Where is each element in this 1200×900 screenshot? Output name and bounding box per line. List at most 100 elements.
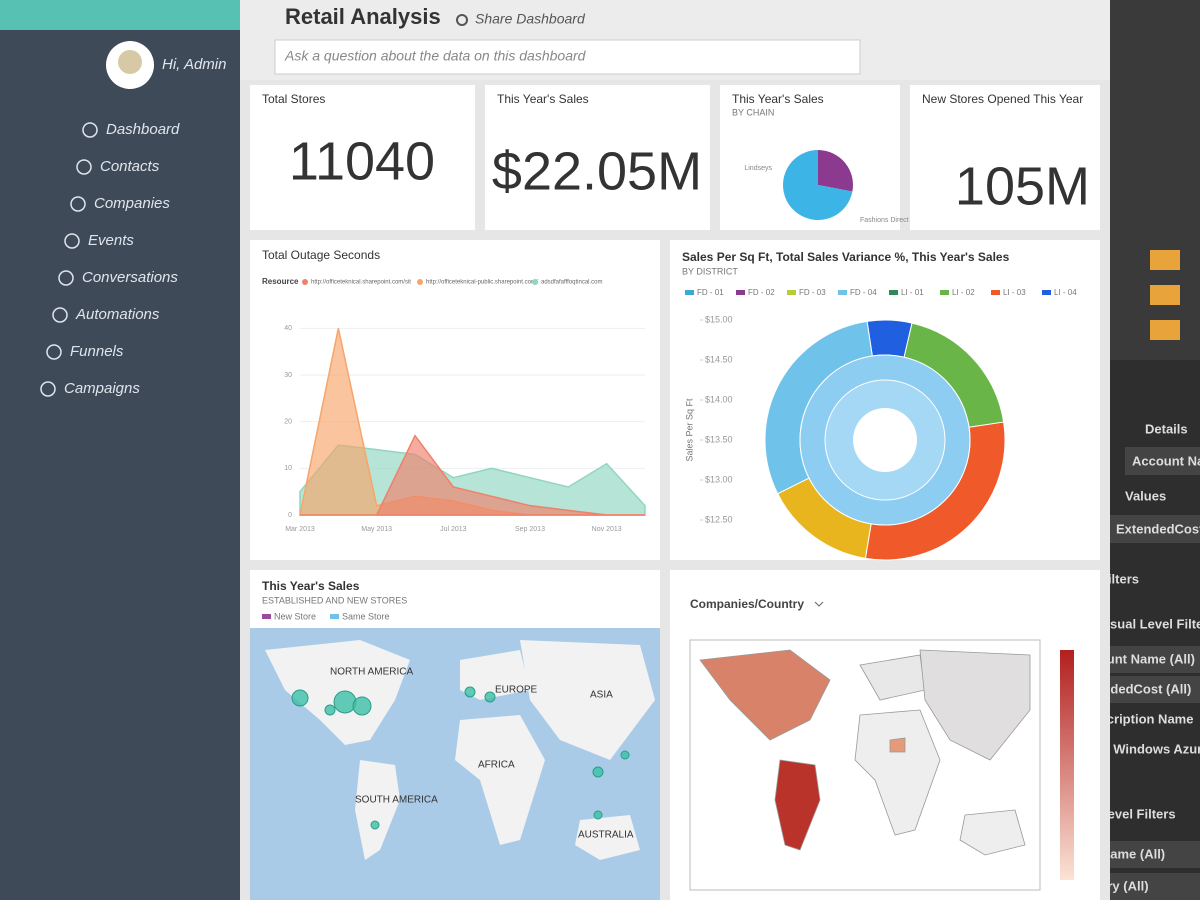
legend-swatch[interactable] (1042, 290, 1051, 295)
legend-dot[interactable] (302, 279, 308, 285)
x-tick-label: Mar 2013 (285, 526, 315, 533)
store-bubble[interactable] (592, 766, 604, 778)
map-label: AFRICA (478, 760, 515, 771)
color-scale (1060, 650, 1074, 880)
country (889, 737, 906, 753)
europe (460, 650, 530, 700)
store-bubble[interactable] (324, 704, 336, 716)
store-bubble[interactable] (291, 689, 309, 707)
legend-item[interactable]: LI - 03 (1003, 288, 1026, 297)
pie-label: Lindseys (744, 165, 772, 172)
field-dropdown[interactable]: Companies/Country (690, 597, 804, 611)
legend-swatch[interactable] (685, 290, 694, 295)
store-bubble[interactable] (464, 686, 476, 698)
legend-item[interactable]: FD - 04 (850, 288, 877, 297)
legend-swatch[interactable] (838, 290, 847, 295)
nav-icon[interactable] (70, 196, 86, 212)
legend-swatch[interactable] (736, 290, 745, 295)
store-bubble[interactable] (620, 750, 630, 760)
nav-icon[interactable] (40, 381, 56, 397)
field-name[interactable]: ExtendedCost (1116, 521, 1200, 536)
nav-item[interactable]: Contacts (100, 158, 160, 175)
legend-item[interactable]: http://officeteknical.sharepoint.com/sit (311, 280, 411, 286)
legend-swatch[interactable] (262, 614, 271, 619)
map-label: NORTH AMERICA (330, 667, 413, 678)
legend-item[interactable]: New Store (274, 611, 316, 621)
nav-item[interactable]: Companies (94, 195, 170, 212)
nav-item[interactable]: Funnels (70, 343, 124, 360)
store-bubble[interactable] (370, 820, 380, 830)
viz-icon[interactable] (1150, 320, 1180, 340)
filter-item[interactable]: Meter Category (All) (1025, 878, 1149, 893)
dashboard-title[interactable]: Retail Analysis (285, 4, 441, 29)
sidebar-top (0, 0, 240, 30)
nav-icon[interactable] (64, 233, 80, 249)
store-bubble[interactable] (333, 690, 357, 714)
store-bubble[interactable] (484, 691, 496, 703)
filter-card[interactable] (1070, 676, 1200, 703)
nav-item[interactable]: Automations (75, 306, 160, 323)
legend-item[interactable]: FD - 02 (748, 288, 775, 297)
legend-item[interactable]: FD - 03 (799, 288, 826, 297)
nav-item[interactable]: Campaigns (64, 380, 140, 397)
y-tick-label: 10 (284, 465, 292, 472)
user-name: Hi, Admin (162, 56, 226, 73)
legend-item[interactable]: FD - 01 (697, 288, 724, 297)
land (265, 640, 655, 860)
nav-icon[interactable] (46, 344, 62, 360)
legend-item[interactable]: LI - 01 (901, 288, 924, 297)
legend-swatch[interactable] (991, 290, 1000, 295)
legend-dot[interactable] (532, 279, 538, 285)
section-label[interactable]: Details (1145, 421, 1188, 436)
chart-title: Sales Per Sq Ft, Total Sales Variance %,… (682, 250, 1010, 264)
viz-icon[interactable] (1150, 285, 1180, 305)
nav-item[interactable]: Conversations (82, 269, 178, 286)
legend-swatch[interactable] (330, 614, 339, 619)
tile[interactable] (250, 85, 475, 230)
legend-dot[interactable] (417, 279, 423, 285)
tile[interactable] (910, 85, 1100, 230)
legend-item[interactable]: adsdfafafffoqtincal.com (541, 280, 603, 286)
tile-title: Total Stores (262, 92, 325, 106)
country (699, 649, 831, 741)
legend-item[interactable]: http://officeteknical-public.sharepoint.… (426, 280, 538, 286)
field-well[interactable] (1125, 447, 1200, 475)
nav-icon[interactable] (76, 159, 92, 175)
question-placeholder[interactable]: Ask a question about the data on this da… (284, 48, 587, 64)
field-well[interactable] (1110, 515, 1200, 543)
filter-item[interactable]: Department Name (All) (1025, 846, 1165, 861)
dropdown-arrow[interactable] (814, 601, 824, 607)
legend-swatch[interactable] (940, 290, 949, 295)
filter-card[interactable] (1020, 841, 1200, 868)
pie-slice[interactable] (818, 150, 854, 192)
filter-item[interactable]: is not Windows Azure E (1075, 741, 1200, 756)
question-box[interactable] (274, 39, 861, 75)
share-icon[interactable] (456, 14, 468, 26)
filter-card[interactable] (1020, 873, 1200, 900)
legend-swatch[interactable] (787, 290, 796, 295)
legend-swatch[interactable] (889, 290, 898, 295)
country (854, 709, 941, 836)
nav-icon[interactable] (82, 122, 98, 138)
legend-item[interactable]: LI - 04 (1054, 288, 1077, 297)
filter-card[interactable] (1070, 646, 1200, 673)
legend-item[interactable]: Same Store (342, 611, 390, 621)
store-bubble[interactable] (593, 810, 603, 820)
filter-item[interactable]: ExtendedCost (All) (1075, 681, 1191, 696)
nav-item[interactable]: Dashboard (106, 121, 180, 138)
tile[interactable] (485, 85, 710, 230)
viz-icon[interactable] (1150, 250, 1180, 270)
share-button[interactable]: Share Dashboard (475, 11, 586, 27)
x-tick-label: Jul 2013 (440, 526, 467, 533)
store-bubble[interactable] (352, 696, 372, 716)
field-name[interactable]: Account Name (1132, 453, 1200, 468)
nav-icon[interactable] (52, 307, 68, 323)
area[interactable] (300, 434, 645, 516)
filter-item[interactable]: Account Name (All) (1075, 651, 1195, 666)
nav-icon[interactable] (58, 270, 74, 286)
legend-item[interactable]: LI - 02 (952, 288, 975, 297)
pie-slice[interactable] (782, 150, 853, 220)
nav-item[interactable]: Events (88, 232, 134, 249)
filter-item[interactable]: Subscription Name (1075, 711, 1193, 726)
